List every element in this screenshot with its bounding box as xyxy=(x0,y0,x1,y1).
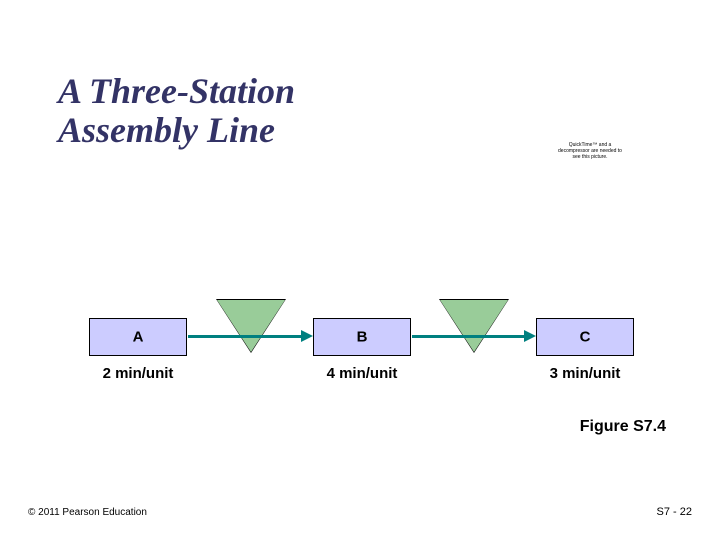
station-box: C xyxy=(536,318,634,356)
station-label: C xyxy=(537,329,633,346)
station-box: A xyxy=(89,318,187,356)
copyright-text: © 2011 Pearson Education xyxy=(28,507,147,518)
station-time: 4 min/unit xyxy=(309,365,415,382)
page-number: S7 - 22 xyxy=(657,506,692,518)
assembly-line-diagram: A 2 min/unit B 4 min/unit C 3 min/unit xyxy=(0,0,720,540)
figure-caption: Figure S7.4 xyxy=(580,418,666,436)
station-box: B xyxy=(313,318,411,356)
flow-arrow-head-icon xyxy=(301,330,313,342)
flow-arrow-head-icon xyxy=(524,330,536,342)
station-time: 2 min/unit xyxy=(85,365,191,382)
flow-arrow xyxy=(188,335,302,338)
station-label: B xyxy=(314,329,410,346)
buffer-triangle-fill xyxy=(217,300,285,352)
station-label: A xyxy=(90,329,186,346)
buffer-triangle-fill xyxy=(440,300,508,352)
flow-arrow xyxy=(412,335,525,338)
station-time: 3 min/unit xyxy=(532,365,638,382)
